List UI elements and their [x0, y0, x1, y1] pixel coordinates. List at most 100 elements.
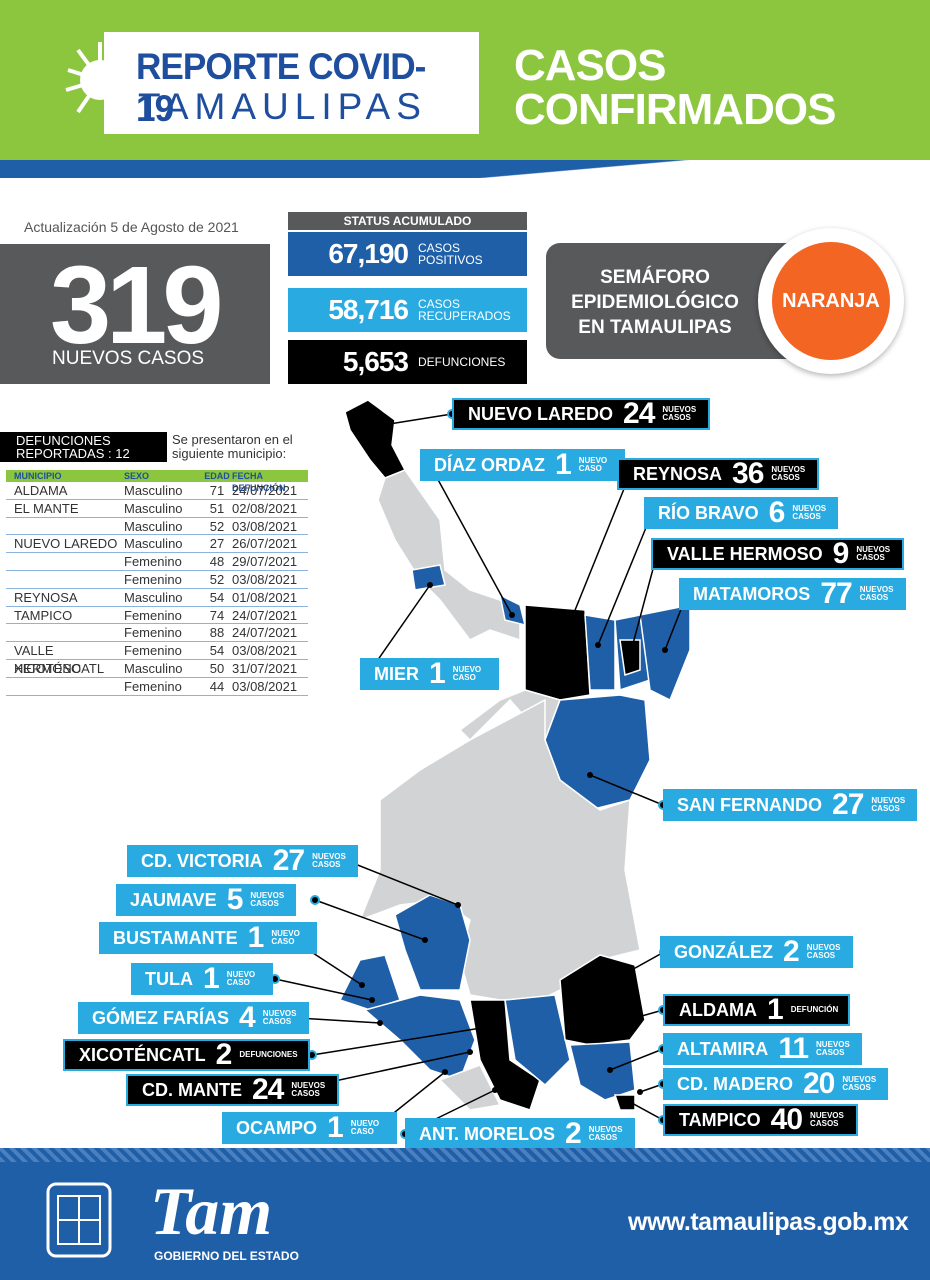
municipio-name: MIER — [374, 663, 419, 684]
new-cases-label: NUEVOS CASOS — [52, 348, 205, 369]
map-callout: VALLE HERMOSO 9 NUEVOS CASOS — [651, 537, 905, 570]
semaforo-line: SEMÁFORO — [600, 267, 710, 288]
case-unit: NUEVOS CASOS — [859, 585, 894, 602]
column-header: EDAD — [204, 471, 230, 481]
table-cell: Femenino — [124, 625, 182, 641]
leader-end — [377, 1020, 383, 1026]
table-cell: 71 — [209, 483, 225, 498]
semaforo-line: EPIDEMIOLÓGICO — [571, 292, 739, 313]
table-cell: 24/07/2021 — [232, 607, 298, 623]
subtitle: TAMAULIPAS — [138, 86, 427, 127]
map-callout: SAN FERNANDO 27 NUEVOS CASOS — [663, 788, 918, 821]
leader-dot — [310, 895, 320, 905]
status-label-line: CASOS — [418, 241, 461, 255]
case-unit: NUEVOS CASOS — [588, 1125, 623, 1142]
table-cell: 29/07/2021 — [232, 554, 298, 570]
status-label-line: DEFUNCIONES — [418, 355, 506, 369]
leader-end — [627, 652, 633, 658]
table-row: NUEVO LAREDO Masculino 27 26/07/2021 — [6, 535, 308, 554]
title: REPORTE COVID-19 — [136, 46, 426, 129]
municipio-name: BUSTAMANTE — [113, 927, 238, 948]
map-callout: CD. MANTE 24 NUEVOS CASOS — [126, 1073, 340, 1106]
leader-line — [609, 1009, 664, 1026]
website: www.tamaulipas.gob.mx — [628, 1208, 909, 1236]
municipio-name: ANT. MORELOS — [419, 1123, 556, 1144]
table-cell: Femenino — [124, 678, 182, 694]
municipio-name: GONZÁLEZ — [674, 941, 773, 962]
municipio-cell: TAMPICO — [14, 607, 73, 623]
municipio-name: TULA — [145, 968, 193, 989]
map-callout: JAUMAVE 5 NUEVOS CASOS — [116, 883, 297, 916]
map-callout: BUSTAMANTE 1 NUEVO CASO — [99, 921, 318, 954]
case-count: 4 — [239, 1001, 256, 1034]
leader-end — [369, 997, 375, 1003]
deaths-note: Se presentaron en el siguiente municipio… — [172, 433, 293, 461]
status-label: CASOS RECUPERADOS — [418, 298, 511, 322]
table-cell: Femenino — [124, 571, 182, 587]
municipio-name: RÍO BRAVO — [658, 502, 759, 523]
table-cell: Masculino — [124, 483, 183, 498]
table-cell: 52 — [209, 518, 225, 534]
map-callout: NUEVO LAREDO 24 NUEVOS CASOS — [452, 397, 711, 430]
map-callout: ANT. MORELOS 2 NUEVOS CASOS — [405, 1117, 635, 1150]
case-unit: NUEVOS CASOS — [312, 852, 346, 869]
case-count: 5 — [226, 883, 244, 916]
map-callout: MIER 1 NUEVO CASO — [360, 657, 499, 690]
section-title: CASOS — [514, 41, 666, 90]
case-unit: DEFUNCIÓN — [790, 1005, 839, 1014]
leader-line — [297, 1017, 381, 1024]
leader-line — [339, 857, 459, 906]
case-count: 11 — [778, 1032, 809, 1065]
municipio-name: OCAMPO — [236, 1117, 317, 1138]
case-count: 27 — [272, 844, 305, 877]
table-row: Femenino 52 03/08/2021 — [6, 571, 308, 589]
table-cell: Masculino — [124, 660, 183, 676]
leader-line — [429, 464, 513, 616]
table-cell: Femenino — [124, 607, 182, 623]
column-header: MUNICIPIO — [14, 471, 62, 481]
case-count: 1 — [555, 448, 572, 481]
table-cell: Masculino — [124, 500, 183, 516]
case-count: 40 — [770, 1103, 803, 1136]
case-unit: NUEVOS CASOS — [250, 891, 285, 908]
table-row: XICOTÉNCATL Masculino 50 31/07/2021 — [6, 660, 308, 678]
status-value: 58,716 — [328, 294, 409, 325]
table-cell: 02/08/2021 — [232, 500, 298, 516]
case-count: 2 — [565, 1117, 582, 1150]
table-cell: 03/08/2021 — [232, 571, 298, 587]
section-title: CONFIRMADOS — [514, 85, 836, 134]
table-cell: 01/08/2021 — [232, 589, 298, 605]
table-cell: Femenino — [124, 554, 182, 570]
case-count: 1 — [767, 993, 784, 1026]
column-header: SEXO — [124, 471, 150, 481]
case-unit: NUEVO CASO — [271, 929, 300, 946]
table-row: Femenino 44 03/08/2021 — [6, 678, 308, 696]
map-callout: DÍAZ ORDAZ 1 NUEVO CASO — [420, 448, 625, 481]
leader-end — [509, 612, 515, 618]
header-stripe — [0, 160, 930, 178]
table-cell: 74 — [209, 607, 225, 623]
municipio-cell: NUEVO LAREDO — [14, 536, 118, 552]
title-box: REPORTE COVID-19 TAMAULIPAS — [104, 32, 479, 134]
table-cell: 03/08/2021 — [232, 518, 298, 534]
coat-of-arms — [46, 1182, 112, 1258]
logo-text: Tam — [150, 1173, 273, 1249]
table-cell: Masculino — [124, 536, 183, 552]
footer — [0, 1148, 930, 1280]
case-count: 24 — [252, 1073, 284, 1106]
leader-line — [609, 951, 665, 983]
leader-line — [274, 978, 373, 1001]
table-cell: Femenino — [124, 643, 182, 659]
leader-end — [380, 422, 386, 428]
new-cases-box: 319 NUEVOS CASOS — [0, 244, 270, 384]
table-cell: 50 — [209, 660, 225, 676]
case-unit: NUEVOS CASOS — [871, 796, 906, 813]
status-label: CASOS POSITIVOS — [418, 242, 483, 266]
semaforo-level: NARANJA — [772, 242, 890, 360]
case-unit: NUEVOS CASOS — [816, 1040, 850, 1057]
municipio-name: CD. MADERO — [677, 1073, 793, 1094]
map-callout: REYNOSA 36 NUEVOS CASOS — [617, 457, 820, 490]
map-callout: TULA 1 NUEVO CASO — [131, 962, 273, 995]
map — [270, 399, 692, 1139]
